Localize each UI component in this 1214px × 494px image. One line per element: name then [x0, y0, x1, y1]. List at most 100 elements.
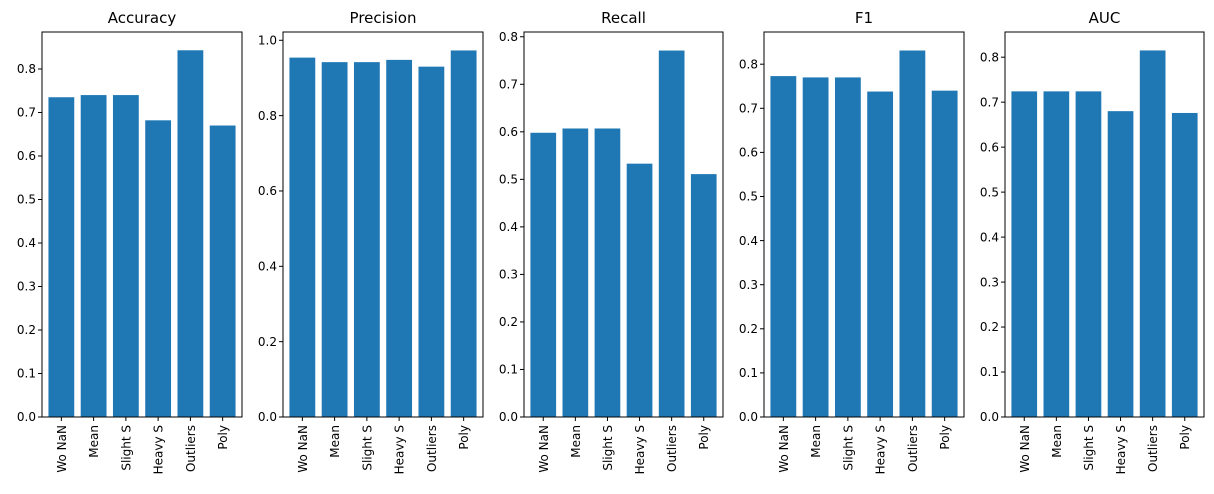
x-tick-label-poly: Poly [457, 425, 471, 450]
y-tick-label: 0.8 [739, 57, 758, 71]
x-tick-label-heavy-s: Heavy S [874, 425, 888, 474]
y-tick-label: 0.5 [17, 193, 36, 207]
x-tick-label-slight-s: Slight S [841, 425, 855, 471]
subplot-f1: F1 0.0 0.1 0.2 0.3 0.4 0.5 0.6 0.7 0.8 Wo NaN Mean S… [739, 9, 965, 474]
chart-title: Recall [601, 9, 646, 27]
x-tick-label-mean: Mean [1050, 425, 1064, 458]
bar-poly [209, 125, 236, 417]
bar-outliers [1139, 50, 1166, 417]
x-tick-label-outliers: Outliers [665, 425, 679, 472]
y-tick-label: 0.2 [739, 322, 758, 336]
y-tick-label: 0.7 [499, 77, 518, 91]
subplot-recall: Recall 0.0 0.1 0.2 0.3 0.4 0.5 0.6 0.7 0.8 Wo NaN M… [499, 9, 724, 474]
y-tick-label: 0.5 [739, 190, 758, 204]
y-tick-label: 0.2 [17, 323, 36, 337]
bar-outliers [899, 50, 926, 418]
x-tick-label-heavy-s: Heavy S [633, 425, 647, 474]
bar-heavy-s [145, 120, 172, 417]
y-tick-label: 0.1 [17, 367, 36, 381]
x-tick-label-poly: Poly [216, 425, 230, 450]
axes-frame [41, 31, 243, 418]
chart-title: Accuracy [108, 9, 177, 27]
x-tick-label-wo-nan: Wo NaN [537, 425, 551, 473]
x-tick-label-mean: Mean [87, 425, 101, 458]
y-tick-label: 0.3 [739, 278, 758, 292]
x-tick-label-mean: Mean [328, 425, 342, 458]
x-tick-label-slight-s: Slight S [119, 425, 133, 471]
bar-heavy-s [386, 59, 413, 417]
y-tick-label: 0.6 [739, 146, 758, 160]
y-tick-label: 0.4 [499, 220, 518, 234]
bar-wo-nan [48, 97, 75, 417]
y-tick-label: 0.7 [739, 101, 758, 115]
bar-slight-s [353, 62, 380, 417]
y-tick-label: 0.0 [499, 410, 518, 424]
y-tick-label: 0.0 [17, 410, 36, 424]
x-tick-label-wo-nan: Wo NaN [55, 425, 69, 473]
bar-poly [690, 174, 717, 417]
chart-title: Precision [350, 9, 417, 27]
chart-title: AUC [1089, 9, 1121, 27]
bar-wo-nan [1011, 91, 1038, 418]
y-tick-label: 0.6 [499, 125, 518, 139]
y-tick-label: 0.8 [980, 50, 999, 64]
y-tick-label: 0.3 [980, 275, 999, 289]
bar-slight-s [834, 77, 861, 418]
bar-heavy-s [626, 163, 653, 417]
bar-wo-nan [770, 76, 797, 417]
x-tick-label-outliers: Outliers [184, 425, 198, 472]
y-tick-label: 0.1 [980, 365, 999, 379]
y-tick-label: 0.7 [980, 95, 999, 109]
y-tick-label: 0.0 [980, 410, 999, 424]
bar-poly [450, 50, 477, 418]
bar-poly [1171, 112, 1198, 418]
x-tick-label-mean: Mean [809, 425, 823, 458]
chart-title: F1 [855, 9, 873, 27]
bar-outliers [177, 50, 204, 418]
x-tick-label-heavy-s: Heavy S [1114, 425, 1128, 474]
x-tick-label-outliers: Outliers [425, 425, 439, 472]
x-tick-label-poly: Poly [697, 425, 711, 450]
bar-slight-s [112, 95, 139, 417]
y-tick-label: 0.3 [499, 268, 518, 282]
x-tick-label-wo-nan: Wo NaN [296, 425, 310, 473]
bar-wo-nan [530, 132, 557, 417]
x-tick-label-slight-s: Slight S [360, 425, 374, 471]
y-tick-label: 0.6 [17, 149, 36, 163]
y-tick-label: 0.0 [258, 410, 277, 424]
x-tick-label-outliers: Outliers [1146, 425, 1160, 472]
y-tick-label: 0.8 [17, 62, 36, 76]
bar-heavy-s [867, 91, 894, 417]
x-tick-label-wo-nan: Wo NaN [777, 425, 791, 473]
bar-mean [802, 77, 829, 418]
x-tick-label-heavy-s: Heavy S [152, 425, 166, 474]
bar-mean [321, 62, 348, 417]
y-tick-label: 0.0 [739, 410, 758, 424]
axes-frame [1004, 31, 1205, 418]
axes-frame [763, 31, 965, 418]
y-tick-label: 0.1 [739, 366, 758, 380]
subplot-accuracy: Accuracy 0.0 0.1 0.2 0.3 0.4 0.5 0.6 0.7 0.8 Wo Na… [17, 9, 243, 474]
axes-frame [523, 31, 724, 418]
bar-slight-s [594, 128, 621, 418]
subplot-auc: AUC 0.0 0.1 0.2 0.3 0.4 0.5 0.6 0.7 0.8 Wo NaN Mean… [980, 9, 1205, 474]
y-tick-label: 0.5 [980, 185, 999, 199]
x-tick-label-slight-s: Slight S [1082, 425, 1096, 471]
bar-wo-nan [289, 57, 316, 418]
x-tick-label-mean: Mean [569, 425, 583, 458]
y-tick-label: 0.5 [499, 173, 518, 187]
subplot-precision: Precision 0.0 0.2 0.4 0.6 0.8 1.0 Wo NaN Mean Sli… [258, 9, 484, 474]
y-tick-label: 1.0 [258, 33, 277, 47]
y-tick-label: 0.4 [258, 260, 277, 274]
y-tick-label: 0.4 [17, 236, 36, 250]
y-tick-label: 0.3 [17, 280, 36, 294]
y-tick-label: 0.1 [499, 363, 518, 377]
y-tick-label: 0.4 [739, 234, 758, 248]
bar-outliers [418, 66, 445, 417]
axes-frame [282, 31, 484, 418]
bar-mean [1043, 91, 1070, 418]
x-tick-label-poly: Poly [938, 425, 952, 450]
y-tick-label: 0.8 [258, 109, 277, 123]
bar-poly [931, 90, 958, 418]
